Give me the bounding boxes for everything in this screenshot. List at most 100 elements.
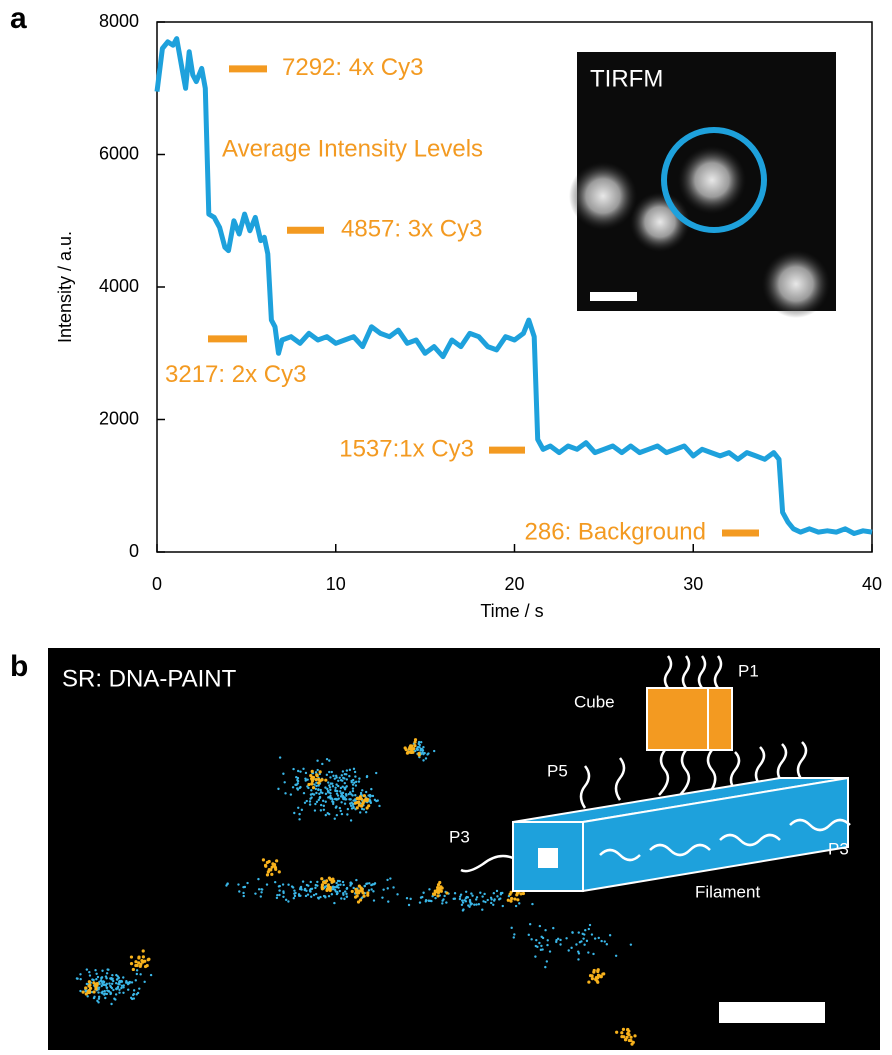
localization [486,898,489,902]
localization [79,989,82,993]
localization [346,813,349,816]
highlight-circle [661,127,767,233]
localization [282,895,285,898]
localization [340,812,344,816]
localization [315,800,319,804]
panel-label: a [10,2,27,35]
hotspot [621,1027,626,1031]
localization [340,774,344,777]
localization [309,793,313,796]
hotspot [436,894,440,898]
localization [441,899,444,902]
localization [489,896,493,899]
panel-b: SR: DNA-PAINT Cube P1 P5 P3 P3 Filament [48,648,880,1050]
hotspot [261,858,266,862]
localization [445,901,448,904]
hotspot [143,964,148,969]
localization [132,989,136,992]
localization [496,895,499,898]
hotspot [140,958,144,963]
localization [283,781,286,784]
localization [546,939,549,942]
hotspot [438,880,442,885]
localization [128,981,131,985]
localization [463,899,466,902]
localization [100,984,103,988]
hotspot [317,777,321,782]
localization [309,797,312,800]
hotspot [350,889,354,894]
localization [501,904,504,908]
scale-bar [719,1002,825,1023]
hotspot [516,898,520,902]
localization [129,996,133,1000]
hotspot [330,880,334,884]
localization [592,952,595,956]
localization [281,883,285,886]
localization [333,777,336,780]
localization [97,995,101,999]
localization [105,992,109,996]
localization [422,891,425,894]
localization [575,943,578,946]
localization [373,882,377,885]
localization [293,894,297,898]
localization [371,794,375,798]
localization [310,895,313,898]
localization [468,898,472,902]
y-tick-label: 2000 [99,408,139,428]
localization [298,818,301,821]
hotspot [602,972,606,976]
hotspot [633,1034,637,1038]
localization [101,992,104,995]
localization [302,767,305,771]
localization [565,937,568,940]
hotspot [629,1038,633,1043]
hotspot [325,879,329,883]
localization [600,939,603,943]
localization [314,886,317,890]
localization [582,937,585,940]
localization [318,796,321,800]
localization [386,887,389,890]
localization [107,990,111,993]
hotspot [320,778,324,782]
localization [341,785,344,788]
localization [317,788,320,792]
localization [303,801,307,805]
hotspot [272,864,277,868]
hotspot [355,806,359,810]
localization [378,804,381,808]
hotspot [274,867,278,871]
localization [396,893,399,896]
hotspot [413,738,418,742]
localization [369,801,373,805]
localization [345,895,349,898]
localization [290,885,294,888]
hotspot [521,891,526,896]
localization [105,972,109,975]
localization [427,752,430,755]
localization [336,789,339,793]
localization [149,973,153,977]
hotspot [310,782,314,786]
hotspot [267,868,271,872]
localization [495,889,499,893]
hotspot [359,804,364,808]
localization [545,960,549,963]
localization [453,892,457,895]
localization [354,780,358,784]
localization [629,943,633,946]
localization [325,773,329,777]
localization [477,903,481,906]
localization [278,893,281,897]
localization [340,792,343,795]
localization [306,893,310,896]
x-tick-label: 10 [326,574,346,594]
localization [333,797,337,801]
localization [343,781,347,785]
hotspot [592,970,596,974]
localization [348,774,351,778]
localization [590,933,594,936]
hotspot [594,976,598,980]
